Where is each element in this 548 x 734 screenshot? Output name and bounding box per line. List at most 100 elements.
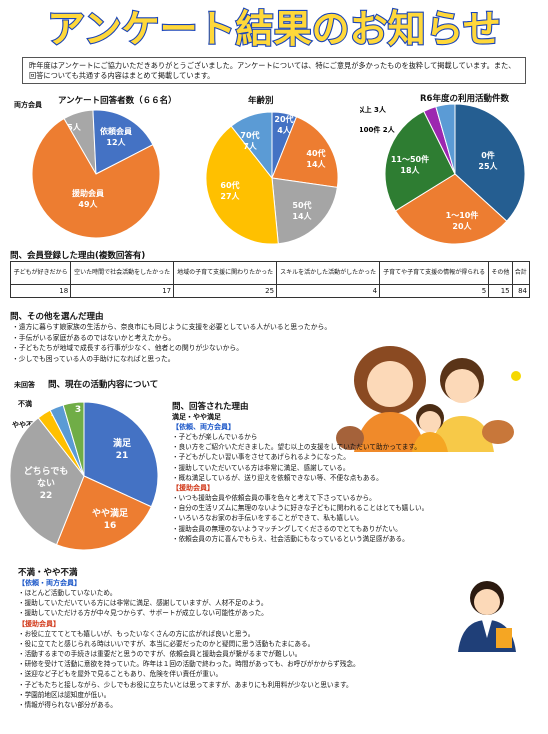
dissatisfied-helper-item-7: ・情報が得られない部分がある。 bbox=[18, 701, 117, 710]
activity-slice-4 bbox=[435, 103, 456, 175]
respondents-slice-1 bbox=[92, 109, 154, 175]
helper-reason-item-3: ・援助会員の無理のないようマッチングしてくださるのでとてもありがたい。 bbox=[172, 524, 402, 533]
respondents-chart-title: アンケート回答者数（６６名） bbox=[58, 96, 177, 106]
requester-group-heading: 【依頼、両方会員】 bbox=[172, 423, 235, 431]
helper-reason-item-2: ・いろいろなお家のお手伝いをすることができて、私も嬉しい。 bbox=[172, 514, 363, 523]
activity-slice-label-4: 101件以上 3人 bbox=[360, 105, 387, 114]
requester-reason-item-0: ・子どもが楽しんでいるから bbox=[172, 433, 258, 441]
activity-slice-label-3: 51～100件 2人 bbox=[360, 125, 396, 134]
requester-reason-item-3: ・援助していただいている方は非常に満足、感謝している。 bbox=[172, 463, 350, 472]
dissatisfied-helper-item-2: ・活動するまでの手続きは重要だと思うのですが、依頼会員と援助会員が繋がるまでが難… bbox=[18, 650, 302, 659]
intro-text: 昨年度はアンケートにご協力いただきありがとうございました。アンケートについては、… bbox=[22, 57, 526, 84]
current-slice-2 bbox=[10, 417, 85, 546]
registration-header-1: 空いた時間で社会活動をしたかった bbox=[70, 261, 175, 285]
dissatisfied-helper-item-6: ・学園前地区は認知度が低い。 bbox=[18, 690, 111, 699]
requester-reason-item-4: ・概ね満足しているが、送り迎えを依頼できない等、不便な点もある。 bbox=[172, 473, 383, 482]
activity-slice-1 bbox=[394, 173, 508, 245]
current-side-label-2: やや不満 bbox=[12, 421, 40, 429]
registration-header-2: 地域の子育て支援に関わりたかった bbox=[173, 261, 278, 285]
other-reason-item-3: ・少しでも困っている人の手助けになればと思った。 bbox=[12, 354, 175, 363]
age-slice-label-2: 50代 14人 bbox=[292, 200, 312, 221]
other-reason-item-1: ・手伝がいる家庭があるのではないかと考えたから。 bbox=[12, 333, 176, 342]
current-side-label-1: 不満 bbox=[18, 400, 32, 408]
current-activity-pie: 満足21やや満足16どちらでもない22223 bbox=[10, 401, 159, 551]
helper-reason-item-1: ・自分の生活リズムに無理のないように好きな子どもに関われることはとても嬉しい。 bbox=[172, 504, 429, 513]
satisfied-subheading: 満足・やや満足 bbox=[172, 413, 221, 421]
age-slice-label-1: 40代 14人 bbox=[306, 148, 326, 169]
activity-slice-0 bbox=[454, 103, 526, 222]
other-reason-title: 問、その他を選んだ理由 bbox=[10, 312, 104, 322]
page-title: アンケート結果のお知らせ bbox=[47, 7, 501, 51]
current-side-label-0: 未回答 bbox=[14, 381, 35, 389]
registration-title: 問、会員登録した理由(複数回答有) bbox=[10, 251, 146, 261]
dissatisfied-helper-item-1: ・役に立てたと感じられる時はいいですが、本当に必要だったのかと疑問に思う活動もた… bbox=[18, 639, 315, 648]
current-slice-label-1: やや満足 16 bbox=[92, 507, 129, 531]
activity-slice-label-2: 11～50件 18人 bbox=[391, 154, 429, 175]
current-slice-5 bbox=[62, 401, 85, 477]
registration-value-6: 84 bbox=[511, 284, 531, 298]
respondents-slice-label-2: 援助会員 49人 bbox=[72, 188, 104, 209]
current-activity-title: 問、現在の活動内容について bbox=[48, 380, 159, 390]
dissatisfied-requester-item-2: ・援助していただける方が中々見つからず、サポートが成立しない可能性があった。 bbox=[18, 609, 268, 618]
activity-slice-label-1: 1～10件 20人 bbox=[446, 210, 479, 231]
age-slice-label-3: 60代 27人 bbox=[220, 180, 240, 201]
age-slice-label-0: 20代 4人 bbox=[274, 114, 293, 135]
registration-value-4: 5 bbox=[379, 284, 490, 298]
helper-group-heading: 【援助会員】 bbox=[172, 484, 214, 493]
current-slice-label-2: どちらでもない 22 bbox=[24, 465, 69, 501]
registration-header-4: 子育てや子育て支援の情報が得られる bbox=[379, 261, 490, 285]
dissatisfied-requester-item-1: ・援助していただいている方には非常に満足、感謝していますが、人材不足のよう。 bbox=[18, 599, 268, 608]
activity-slice-2 bbox=[384, 110, 456, 212]
age-pie: 20代 4人 40代 14人 50代 14人 60代 27人 70代 7人 bbox=[205, 111, 339, 245]
registration-value-2: 25 bbox=[173, 284, 278, 298]
registration-value-3: 4 bbox=[276, 284, 381, 298]
current-slice-label-0: 満足 21 bbox=[113, 437, 132, 461]
dissatisfied-helper-item-4: ・送迎など子どもを屋外で見ることもあり、危険を伴い責任が重い。 bbox=[18, 670, 223, 679]
age-slice-1 bbox=[271, 116, 339, 188]
dissatisfied-helper-item-0: ・お役に立ててとても嬉しいが、もったいなくさんの方に広がれば良いと思う。 bbox=[18, 629, 255, 638]
registration-header-5: その他 bbox=[488, 261, 513, 285]
page-title-banner: アンケート結果のお知らせ bbox=[46, 6, 502, 52]
respondents-slice-2 bbox=[31, 117, 161, 239]
helper-reason-item-0: ・いつも援助会員や依頼会員の事を色々と考えて下さっているから。 bbox=[172, 494, 376, 503]
respondents-both-label: 両方会員 bbox=[14, 101, 42, 109]
dissatisfied-section: 不満・やや不満 【依頼・両方会員】 ・ほとんど活動していないため。・援助していた… bbox=[18, 566, 538, 710]
activity-chart-title: R6年度の利用活動件数 bbox=[420, 94, 509, 104]
current-slice-label-5: 3 bbox=[75, 405, 81, 415]
registration-header-0: 子どもが好きだから bbox=[9, 261, 72, 285]
age-slice-2 bbox=[271, 177, 338, 245]
answer-reason-title: 問、回答された理由 bbox=[172, 402, 249, 412]
dissatisfied-subheading: 不満・やや不満 bbox=[18, 568, 78, 578]
dissatisfied-requester-item-0: ・ほとんど活動していないため。 bbox=[18, 589, 117, 597]
registration-header-3: スキルを活かした活動がしたかった bbox=[276, 261, 381, 285]
respondents-slice-label-0: 5人 bbox=[67, 122, 82, 132]
staff-illustration bbox=[458, 581, 516, 652]
age-chart-title: 年齢別 bbox=[248, 96, 274, 106]
dissatisfied-helper-item-3: ・研修を受けて活動に意欲を持っていた。昨年は１回の活動で終わった。時間があっても… bbox=[18, 660, 360, 669]
age-slice-4 bbox=[230, 111, 273, 180]
current-slice-1 bbox=[55, 475, 152, 551]
age-slice-label-4: 70代 7人 bbox=[240, 130, 259, 151]
registration-value-1: 17 bbox=[70, 284, 175, 298]
registration-value-0: 18 bbox=[9, 284, 72, 298]
age-slice-3 bbox=[205, 125, 279, 245]
other-reason-item-2: ・子どもたちが地域で成長する行事が少なく、他者との関りが少ないから。 bbox=[12, 344, 244, 352]
dissatisfied-requester-heading: 【依頼・両方会員】 bbox=[18, 579, 81, 587]
helper-reason-item-4: ・依頼会員の方に喜んでもらえ、社会活動にもなっているという満足感がある。 bbox=[172, 534, 409, 543]
family-illustration bbox=[336, 346, 521, 452]
requester-reason-item-1: ・良い方をご紹介いただきました。望む以上の支援をしていただいて助かってます。 bbox=[172, 443, 421, 452]
other-reason-item-0: ・遠方に暮らす娘家族の生活から、奈良市にも同じように支援を必要としている人がいる… bbox=[12, 323, 332, 331]
respondents-slice-label-1: 依頼会員 12人 bbox=[100, 126, 132, 147]
registration-table: 子どもが好きだから 空いた時間で社会活動をしたかった 地域の子育て支援に関わりたかっ… bbox=[9, 261, 531, 298]
dissatisfied-helper-heading: 【援助会員】 bbox=[18, 619, 60, 628]
requester-reason-item-2: ・子どもがしたい習い事をさせてあげられるようになった。 bbox=[172, 453, 350, 462]
current-slice-0 bbox=[83, 401, 159, 508]
activity-slice-label-0: 0件 25人 bbox=[478, 150, 498, 171]
dissatisfied-helper-item-5: ・子どもたちと接しながら、少しでもお役に立ちたいとは思ってますが、あまりにも利用… bbox=[18, 680, 353, 689]
other-reason-list: ・遠方に暮らす娘家族の生活から、奈良市にも同じように支援を必要としている人がいる… bbox=[12, 322, 432, 364]
registration-value-5: 15 bbox=[488, 284, 513, 298]
registration-header-6: 合計 bbox=[511, 261, 531, 285]
answer-reason-section: 問、回答された理由 満足・やや満足 【依頼、両方会員】 ・子どもが楽しんでいるか… bbox=[172, 400, 542, 544]
